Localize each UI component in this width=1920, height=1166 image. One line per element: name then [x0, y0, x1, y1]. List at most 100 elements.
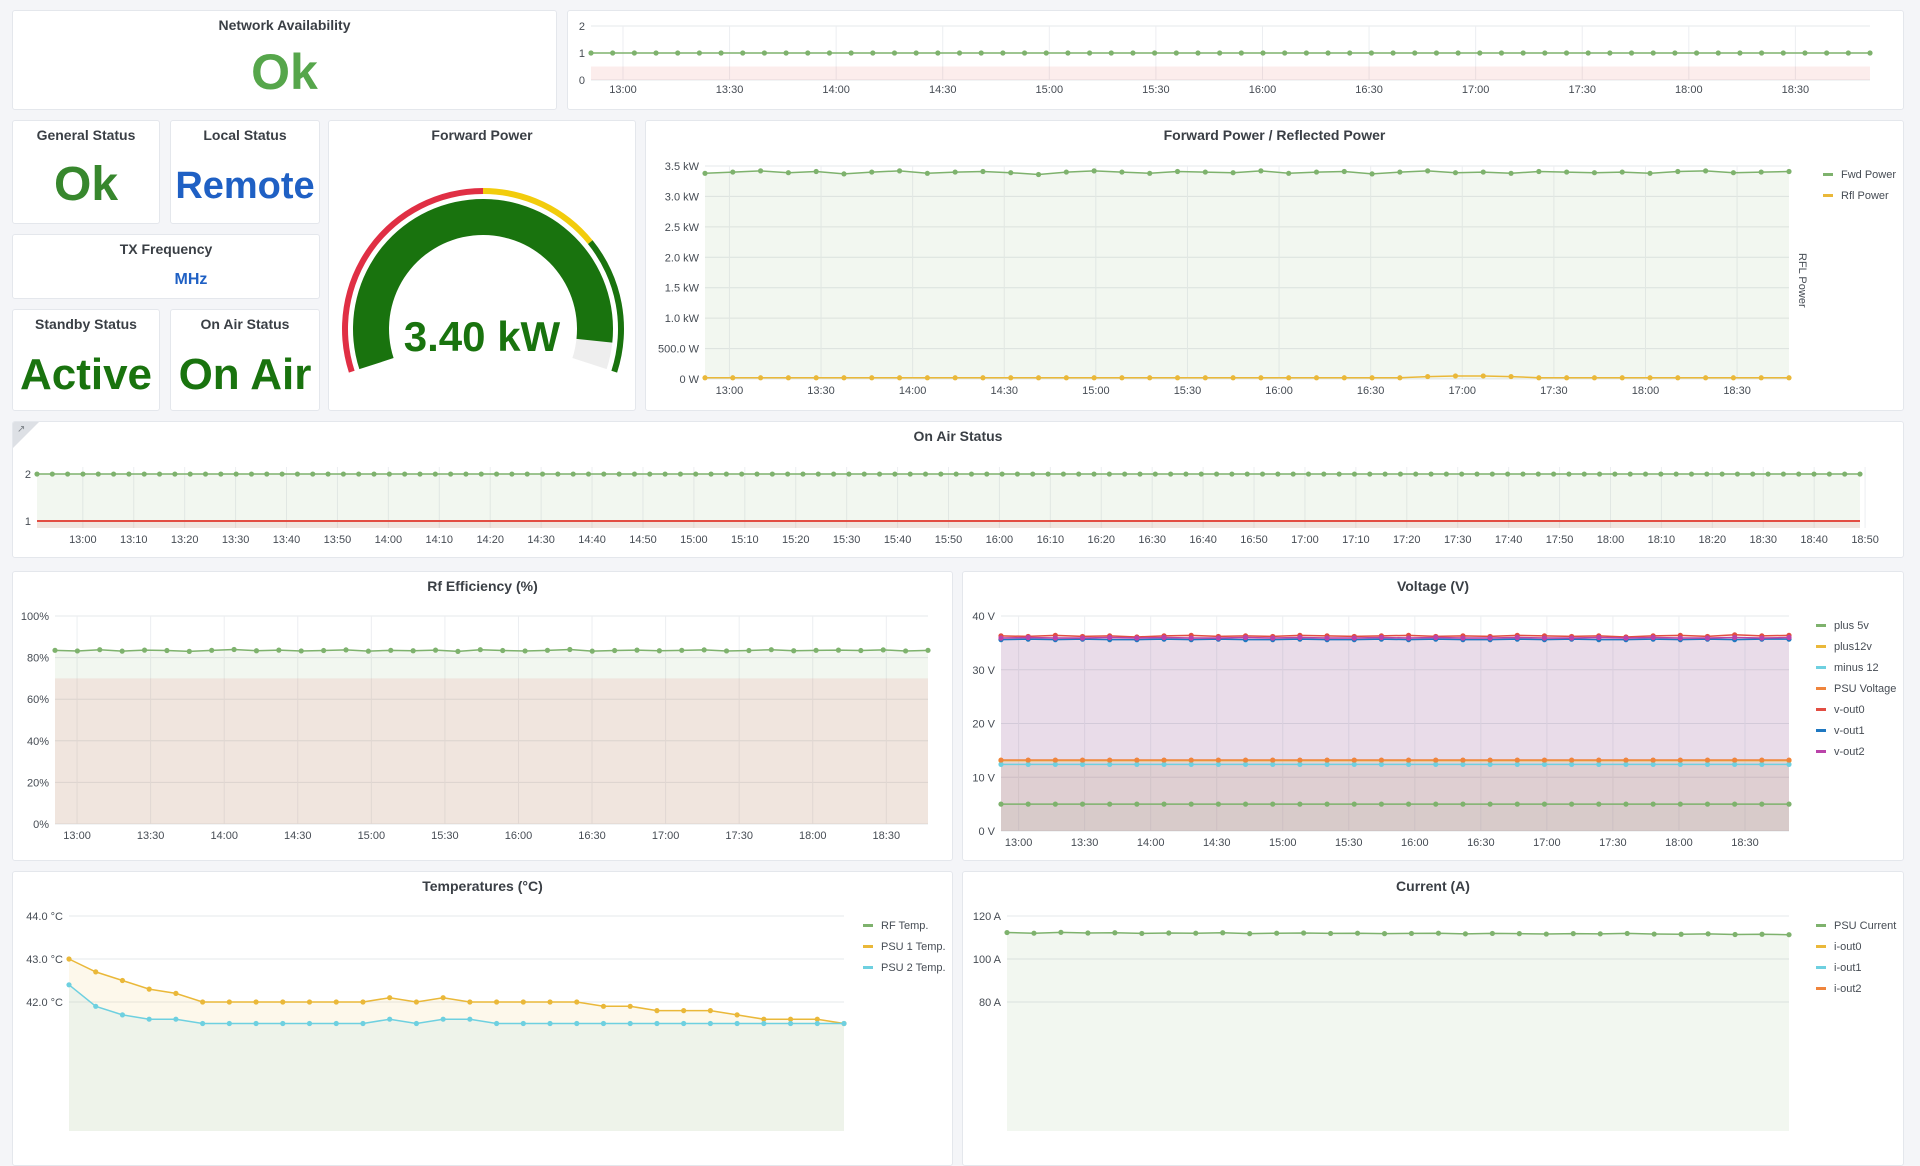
x-tick-label: 13:30 [137, 830, 165, 842]
legend-item[interactable]: i-out0 [1816, 936, 1896, 957]
data-point [1183, 471, 1189, 477]
data-point [186, 648, 192, 654]
data-point [1378, 634, 1385, 641]
forward-reflected-power-panel: Forward Power / Reflected Power 0 W 500.0… [645, 120, 1904, 411]
data-point [1301, 930, 1307, 936]
data-point [1079, 761, 1086, 767]
data-point [1134, 635, 1140, 641]
data-point [1052, 635, 1058, 641]
network-availability-graph: 0 1 2 13:00 13:30 14:00 14:30 15:00 15:30 16:00 16… [567, 10, 1904, 110]
legend-item[interactable]: minus 12 [1816, 657, 1896, 678]
data-point [1514, 634, 1520, 641]
external-link-icon[interactable]: ↗ [17, 424, 26, 435]
x-tick-label: 17:50 [1546, 534, 1574, 546]
data-point [455, 648, 461, 654]
x-tick-label: 14:30 [1203, 837, 1231, 849]
data-point [1732, 757, 1738, 763]
data-point [1378, 757, 1385, 763]
series-line [705, 375, 1789, 379]
legend-item[interactable]: PSU 2 Temp. [863, 957, 946, 978]
data-point [1514, 761, 1520, 767]
y-tick-label: 2.0 kW [665, 252, 700, 264]
data-point [1351, 761, 1357, 767]
legend-item[interactable]: plus 5v [1816, 615, 1896, 636]
legend-item[interactable]: Rfl Power [1823, 185, 1896, 206]
legend-item[interactable]: PSU 1 Temp. [863, 936, 946, 957]
standby-status-panel: Standby Status Active [12, 309, 160, 411]
legend-swatch [1816, 750, 1826, 753]
data-point [1758, 375, 1764, 381]
x-tick-label: 18:30 [1782, 84, 1810, 96]
data-point [65, 471, 71, 477]
data-point [702, 375, 708, 381]
data-point [1324, 801, 1330, 807]
data-point [1230, 170, 1236, 176]
data-point [740, 50, 746, 56]
data-point [1734, 471, 1741, 477]
data-point [739, 471, 745, 477]
x-tick-label: 14:50 [629, 534, 657, 546]
x-tick-label: 15:30 [1335, 837, 1363, 849]
legend-item[interactable]: i-out2 [1816, 978, 1896, 999]
data-point [1433, 757, 1439, 763]
data-point [1607, 50, 1613, 56]
data-point [1628, 50, 1635, 56]
data-point [998, 761, 1004, 767]
legend-swatch [1816, 624, 1826, 627]
legend-item[interactable]: v-out1 [1816, 720, 1896, 741]
data-point [1759, 761, 1765, 767]
data-point [1650, 50, 1656, 56]
y-tick-label: 60% [27, 694, 49, 706]
data-point [679, 647, 685, 653]
data-point [1489, 471, 1495, 477]
data-point [681, 1008, 687, 1014]
x-tick-label: 16:30 [1357, 385, 1385, 397]
data-point [1025, 757, 1031, 763]
data-point [200, 999, 206, 1005]
legend-item[interactable]: RF Temp. [863, 915, 946, 936]
data-point [173, 1016, 179, 1022]
y-tick-label: 2 [25, 469, 31, 481]
data-point [785, 170, 791, 176]
data-point [761, 1016, 767, 1022]
data-point [1480, 169, 1486, 175]
data-point [477, 647, 483, 653]
data-point [1732, 801, 1738, 807]
data-point [1489, 930, 1495, 937]
legend-item[interactable]: PSU Current [1816, 915, 1896, 936]
data-point [1052, 761, 1058, 767]
data-point [1244, 471, 1250, 477]
data-point [1260, 50, 1266, 56]
data-point [1297, 634, 1303, 641]
data-point [1215, 635, 1221, 641]
legend-item[interactable]: v-out2 [1816, 741, 1896, 762]
data-point [74, 648, 80, 654]
series-fill [37, 474, 1860, 528]
data-point [1596, 801, 1602, 807]
data-point [1270, 635, 1276, 641]
data-point [701, 647, 707, 653]
panel-title: TX Frequency [119, 241, 213, 257]
network-availability-chart: 0 1 2 13:00 13:30 14:00 14:30 15:00 15:30 16:00 16… [579, 21, 1873, 96]
chart-legend: RF Temp. PSU 1 Temp. PSU 2 Temp. [863, 915, 946, 978]
data-point [1452, 373, 1459, 379]
data-point [1188, 761, 1194, 767]
data-point [588, 50, 594, 56]
y-tick-label: 0 [579, 75, 585, 87]
legend-item[interactable]: v-out0 [1816, 699, 1896, 720]
legend-item[interactable]: i-out1 [1816, 957, 1896, 978]
data-point [924, 375, 930, 381]
data-point [66, 956, 72, 962]
legend-item[interactable]: Fwd Power [1823, 164, 1896, 185]
data-point [1341, 375, 1347, 381]
y-tick-label: 1.0 kW [665, 313, 700, 325]
data-point [1035, 171, 1042, 178]
legend-item[interactable]: plus12v [1816, 636, 1896, 657]
legend-swatch [1816, 645, 1826, 648]
legend-item[interactable]: PSU Voltage [1816, 678, 1896, 699]
data-point [1305, 471, 1312, 477]
y-tick-label: 3.5 kW [665, 161, 700, 173]
data-point [1336, 471, 1342, 477]
data-point [1543, 931, 1549, 937]
data-point [1623, 801, 1629, 807]
